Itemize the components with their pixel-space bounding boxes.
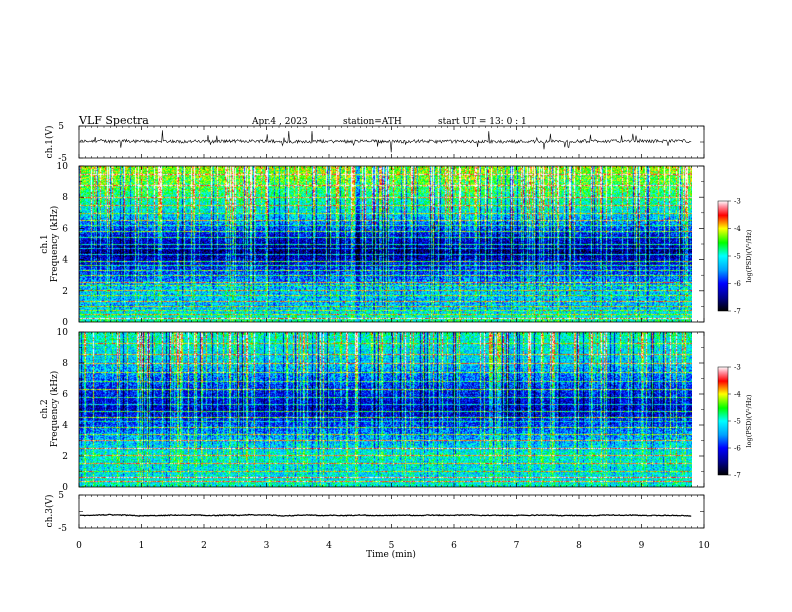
ch1-ylabel-channel: ch.1	[40, 234, 50, 253]
freq-tick-label-6: 6	[62, 224, 68, 234]
ch1-ytick-bottom: -5	[58, 154, 67, 164]
ch3-ytick-top: 5	[58, 491, 64, 501]
ch2-ylabel-channel: ch.2	[40, 399, 50, 418]
x-tick-label-6: 6	[451, 541, 457, 551]
freq-tick-label-8: 8	[62, 193, 68, 203]
colorbar-tick-label: -7	[734, 308, 741, 316]
ch1-ylabel-frequency: Frequency (kHz)	[49, 206, 60, 283]
x-tick-label-7: 7	[514, 541, 520, 551]
freq-tick-label-4: 4	[62, 421, 68, 431]
ch1-waveform-panel: 5 -5 ch.1(V)	[44, 122, 705, 164]
ch1-colorbar-gradient	[717, 200, 729, 312]
ch1-waveform-line	[79, 130, 692, 153]
freq-tick-label-2: 2	[62, 287, 68, 297]
colorbar-tick-label: -5	[734, 253, 741, 261]
colorbar-tick-label: -4	[734, 391, 741, 399]
time-axis-label: Time (min)	[366, 549, 416, 560]
ch2-colorbar-label: log(PSD)(V²/Hz)	[745, 394, 753, 447]
ch3-waveform-line	[79, 513, 692, 517]
freq-tick-label-2: 2	[62, 452, 68, 462]
freq-tick-label-8: 8	[62, 359, 68, 369]
colorbar-tick-label: -7	[734, 472, 741, 480]
colorbar-tick-label: -4	[734, 225, 741, 233]
x-tick-label-4: 4	[326, 541, 332, 551]
freq-tick-label-0: 0	[62, 483, 68, 493]
ch3-waveform-panel: 5 -5 ch.3(V)	[44, 491, 705, 534]
x-tick-label-10: 10	[698, 541, 710, 551]
freq-tick-label-4: 4	[62, 256, 68, 266]
ch1-colorbar: -3 -4 -5 -6 -7 log(PSD)(V²/Hz)	[717, 198, 753, 316]
start-time-label: start UT = 13: 0 : 1	[438, 117, 527, 127]
ch1-waveform-ylabel: ch.1(V)	[44, 126, 55, 159]
x-tick-label-1: 1	[139, 541, 145, 551]
x-tick-label-8: 8	[576, 541, 582, 551]
ch3-ytick-bottom: -5	[58, 524, 67, 534]
ch1-colorbar-label: log(PSD)(V²/Hz)	[745, 229, 753, 282]
colorbar-tick-label: -5	[734, 418, 741, 426]
ch1-waveform-frame	[78, 125, 705, 159]
ch3-waveform-frame	[78, 494, 705, 529]
ch1-spectrogram-image	[79, 166, 692, 322]
x-tick-label-2: 2	[201, 541, 207, 551]
freq-tick-label-10: 10	[57, 328, 69, 338]
ch2-colorbar: -3 -4 -5 -6 -7 log(PSD)(V²/Hz)	[717, 364, 753, 480]
colorbar-tick-label: -6	[734, 445, 741, 453]
freq-tick-label-10: 10	[57, 162, 69, 172]
ch3-waveform-ylabel: ch.3(V)	[44, 495, 55, 528]
freq-tick-label-6: 6	[62, 390, 68, 400]
colorbar-tick-label: -3	[734, 364, 741, 372]
ch2-spectrogram-image	[79, 332, 692, 487]
ch2-spectrogram-panel: 0 2 4 6 8 10 ch.2 Frequency (kHz)	[40, 328, 705, 493]
ch2-colorbar-gradient	[717, 366, 729, 476]
ch2-ylabel-frequency: Frequency (kHz)	[49, 371, 60, 448]
figure-title: VLF Spectra	[78, 114, 149, 127]
freq-tick-label-0: 0	[62, 318, 68, 328]
ch1-ytick-top: 5	[58, 122, 64, 132]
date-label: Apr.4 , 2023	[251, 117, 308, 127]
station-label: station=ATH	[343, 117, 402, 127]
x-tick-label-9: 9	[639, 541, 645, 551]
colorbar-tick-label: -6	[734, 280, 741, 288]
ch1-spectrogram-panel: 0 2 4 6 8 10 ch.1 Frequency (kHz)	[40, 162, 705, 328]
time-axis: 0 1 2 3 4 5 6 7 8 9 10	[76, 126, 710, 551]
x-tick-label-3: 3	[264, 541, 270, 551]
x-tick-label-0: 0	[76, 541, 82, 551]
x-tick-label-5: 5	[389, 541, 395, 551]
colorbar-tick-label: -3	[734, 198, 741, 206]
